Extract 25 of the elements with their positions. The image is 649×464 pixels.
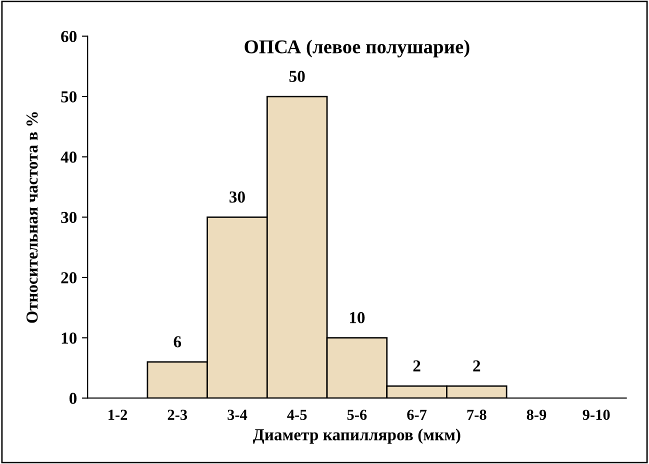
x-tick-label: 1-2 <box>108 410 128 420</box>
data-label: 30 <box>230 191 245 203</box>
y-tick-label: 20 <box>61 272 77 284</box>
y-tick-label: 10 <box>62 332 77 344</box>
y-tick-label: 50 <box>61 91 77 102</box>
chart-title: ОПСА (левое полушарие) <box>244 40 470 58</box>
x-tick-label: 6-7 <box>407 410 427 420</box>
x-tick-label: 9-10 <box>582 410 610 420</box>
x-tick-label: 5-6 <box>347 410 367 420</box>
y-tick-label: 60 <box>61 30 77 42</box>
x-tick-label: 8-9 <box>526 410 546 420</box>
y-tick-label: 0 <box>70 392 77 404</box>
y-tick-label: 30 <box>61 212 77 224</box>
x-tick-label: 2-3 <box>168 410 188 420</box>
y-tick-label: 40 <box>60 152 77 163</box>
x-axis-title: Диаметр капилляров (мкм) <box>252 428 460 444</box>
x-tick-label: 7-8 <box>467 410 486 420</box>
data-label: 2 <box>413 360 420 372</box>
data-label: 2 <box>473 360 480 372</box>
x-tick-label: 4-5 <box>287 410 307 420</box>
data-label: 6 <box>174 336 182 348</box>
data-label: 50 <box>289 70 305 82</box>
y-axis-title: Относительная частота в % <box>26 112 38 323</box>
data-label: 10 <box>350 312 365 324</box>
x-tick-label: 3-4 <box>228 410 248 420</box>
